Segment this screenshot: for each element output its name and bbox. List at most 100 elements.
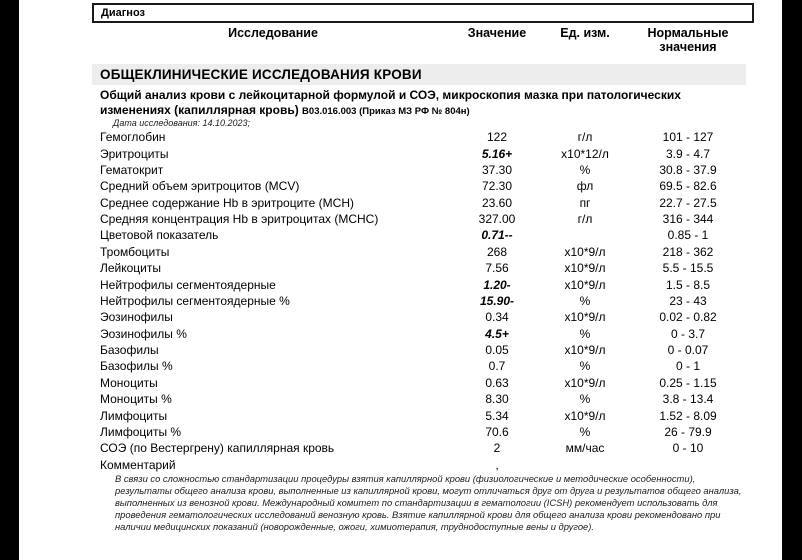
table-row: Моноциты 0.63 х10*9/л 0.25 - 1.15: [100, 375, 753, 391]
table-row: Цветовой показатель 0.71-- 0.85 - 1: [100, 227, 753, 243]
row-value: 4.5+: [485, 326, 509, 341]
row-normal: 30.8 - 37.9: [659, 162, 717, 177]
row-value: 0.71--: [481, 228, 513, 243]
row-name: Лимфоциты %: [100, 424, 182, 439]
table-row: Нейтрофилы сегментоядерные 1.20- х10*9/л 1.…: [100, 276, 753, 292]
table-row: Эозинофилы % 4.5+% 0 - 3.7: [100, 326, 753, 342]
left-black-border: [0, 0, 19, 560]
table-row: Моноциты % 8.30% 3.8 - 13.4: [100, 391, 753, 407]
col-header-value: Значение: [467, 26, 527, 40]
row-name: Гемоглобин: [100, 130, 166, 145]
row-value: 70.6: [485, 424, 509, 439]
row-unit: х10*9/л: [564, 408, 606, 423]
row-value: 2: [493, 441, 501, 456]
row-unit: х10*12/л: [561, 146, 609, 161]
row-name: Гематокрит: [100, 162, 164, 177]
row-value: 0.05: [485, 343, 509, 358]
row-name: Средний объем эритроцитов (MCV): [100, 179, 300, 194]
row-normal: 0.85 - 1: [667, 228, 709, 243]
table-row: Базофилы % 0.7% 0 - 1: [100, 358, 753, 374]
row-name: Лимфоциты: [100, 408, 168, 423]
row-normal: 5.5 - 15.5: [662, 261, 714, 276]
row-normal: 101 - 127: [662, 130, 714, 145]
row-value: 327.00: [478, 212, 516, 227]
diagnosis-label: Диагноз: [101, 7, 145, 19]
row-unit: пг: [579, 195, 591, 210]
row-value: 8.30: [485, 392, 509, 407]
row-name: Базофилы %: [100, 359, 173, 374]
test-title-text: Общий анализ крови с лейкоцитарной форму…: [100, 88, 681, 117]
row-unit: г/л: [577, 130, 593, 145]
row-value: 23.60: [481, 195, 513, 210]
col-header-test: Исследование: [228, 26, 318, 40]
row-name: Нейтрофилы сегментоядерные: [100, 277, 276, 292]
row-unit: х10*9/л: [564, 277, 606, 292]
row-name: Моноциты: [100, 375, 158, 390]
table-row: Комментарий,: [100, 457, 753, 473]
table-row: Средний объем эритроцитов (MCV) 72.30 фл 69…: [100, 178, 753, 194]
diagnosis-field[interactable]: Диагноз: [92, 3, 754, 23]
row-unit: х10*9/л: [564, 343, 606, 358]
comment-text: В связи со сложностью стандартизации про…: [115, 473, 742, 532]
row-name: Эритроциты: [100, 146, 169, 161]
row-name: Тромбоциты: [100, 244, 170, 259]
section-title: ОБЩЕКЛИНИЧЕСКИЕ ИССЛЕДОВАНИЯ КРОВИ: [100, 67, 422, 82]
row-value: 0.7: [488, 359, 506, 374]
row-name: Эозинофилы %: [100, 326, 187, 341]
row-unit: %: [579, 424, 591, 439]
row-name: Моноциты %: [100, 392, 172, 407]
table-row: Эозинофилы 0.34 х10*9/л 0.02 - 0.82: [100, 309, 753, 325]
row-unit: фл: [576, 179, 594, 194]
row-unit: %: [579, 392, 591, 407]
col-header-normal: Нормальные значения: [647, 26, 729, 54]
col-header-unit: Ед. изм.: [560, 26, 610, 40]
row-normal: 1.52 - 8.09: [659, 408, 717, 423]
row-normal: 26 - 79.9: [664, 424, 712, 439]
row-name: Цветовой показатель: [100, 228, 219, 243]
results-table-body: Гемоглобин 122 г/л 101 - 127 Эритроциты 5.16+…: [100, 129, 753, 473]
row-normal: 0.02 - 0.82: [659, 310, 717, 325]
table-row: Эритроциты 5.16+ х10*12/л 3.9 - 4.7: [100, 145, 753, 161]
table-row: Лимфоциты 5.34 х10*9/л 1.52 - 8.09: [100, 407, 753, 423]
row-value: 72.30: [481, 179, 513, 194]
table-row: Гематокрит 37.30% 30.8 - 37.9: [100, 162, 753, 178]
row-value: 1.20-: [483, 277, 511, 292]
table-row: Гемоглобин 122 г/л 101 - 127: [100, 129, 753, 145]
study-date: Дата исследования: 14.10.2023;: [113, 118, 251, 128]
table-row: Средняя концентрация Hb в эритроцитах (M…: [100, 211, 753, 227]
row-value: 37.30: [481, 162, 513, 177]
row-normal: 316 - 344: [662, 212, 714, 227]
table-row: Тромбоциты 268 х10*9/л 218 - 362: [100, 244, 753, 260]
row-name: СОЭ (по Вестергрену) капиллярная кровь: [100, 441, 335, 456]
row-normal: 0 - 10: [672, 441, 704, 456]
row-unit: %: [579, 293, 591, 308]
row-normal: 1.5 - 8.5: [665, 277, 711, 292]
row-unit: %: [579, 326, 591, 341]
row-unit: %: [579, 359, 591, 374]
table-row: Базофилы 0.05 х10*9/л 0 - 0.07: [100, 342, 753, 358]
row-unit: х10*9/л: [564, 375, 606, 390]
row-name: Среднее содержание Hb в эритроците (MCH): [100, 195, 354, 210]
row-value: ,: [495, 457, 499, 472]
row-name: Эозинофилы: [100, 310, 173, 325]
row-unit: мм/час: [565, 441, 605, 456]
row-normal: 3.8 - 13.4: [662, 392, 714, 407]
table-row: Лейкоциты 7.56 х10*9/л 5.5 - 15.5: [100, 260, 753, 276]
row-normal: 0.25 - 1.15: [659, 375, 717, 390]
row-unit: г/л: [577, 212, 593, 227]
row-name: Нейтрофилы сегментоядерные %: [100, 293, 290, 308]
row-value: 5.34: [485, 408, 509, 423]
table-row: Среднее содержание Hb в эритроците (MCH)…: [100, 195, 753, 211]
row-value: 0.34: [485, 310, 509, 325]
row-value: 15.90-: [479, 293, 515, 308]
row-unit: %: [579, 162, 591, 177]
row-unit: х10*9/л: [564, 244, 606, 259]
table-row: Лимфоциты % 70.6% 26 - 79.9: [100, 424, 753, 440]
table-row: СОЭ (по Вестергрену) капиллярная кровь 2 м…: [100, 440, 753, 456]
test-code: В03.016.003 (Приказ МЗ РФ № 804н): [302, 105, 470, 117]
row-value: 122: [486, 130, 508, 145]
row-value: 0.63: [485, 375, 509, 390]
row-normal: 22.7 - 27.5: [659, 195, 717, 210]
row-normal: 218 - 362: [662, 244, 714, 259]
row-normal: 0 - 0.07: [667, 343, 709, 358]
